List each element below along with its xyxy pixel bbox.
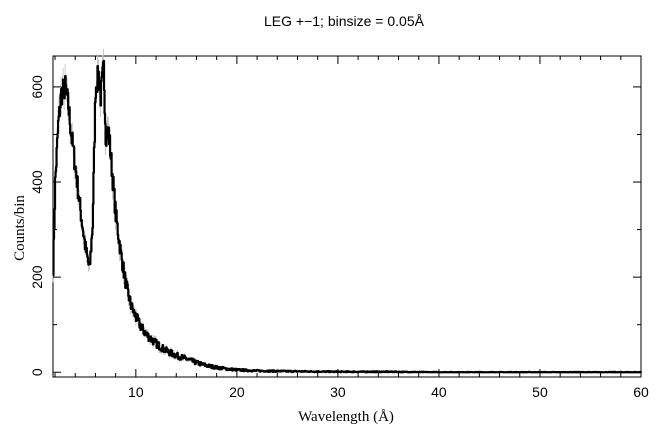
y-tick-label: 200: [29, 265, 45, 289]
x-tick-label: 10: [128, 384, 144, 400]
x-tick-label: 30: [330, 384, 346, 400]
y-tick-label: 400: [29, 170, 45, 194]
x-tick-labels: 10 20 30 40 50 60: [128, 384, 649, 400]
x-tick-label: 20: [229, 384, 245, 400]
y-axis-label: Counts/bin: [12, 195, 28, 261]
y-tick-label: 600: [29, 75, 45, 99]
axis-ticks: [53, 56, 642, 377]
y-tick-labels: 0 200 400 600: [29, 75, 45, 376]
error-band: [52, 48, 196, 366]
x-tick-label: 60: [633, 384, 649, 400]
x-axis-label: Wavelength (Å): [298, 409, 394, 425]
x-tick-label: 40: [431, 384, 447, 400]
x-tick-label: 50: [532, 384, 548, 400]
chart-title: LEG +−1; binsize = 0.05Å: [264, 13, 425, 29]
plot-frame: [52, 55, 642, 378]
y-tick-label: 0: [29, 368, 45, 376]
spectrum-line: [52, 59, 643, 374]
